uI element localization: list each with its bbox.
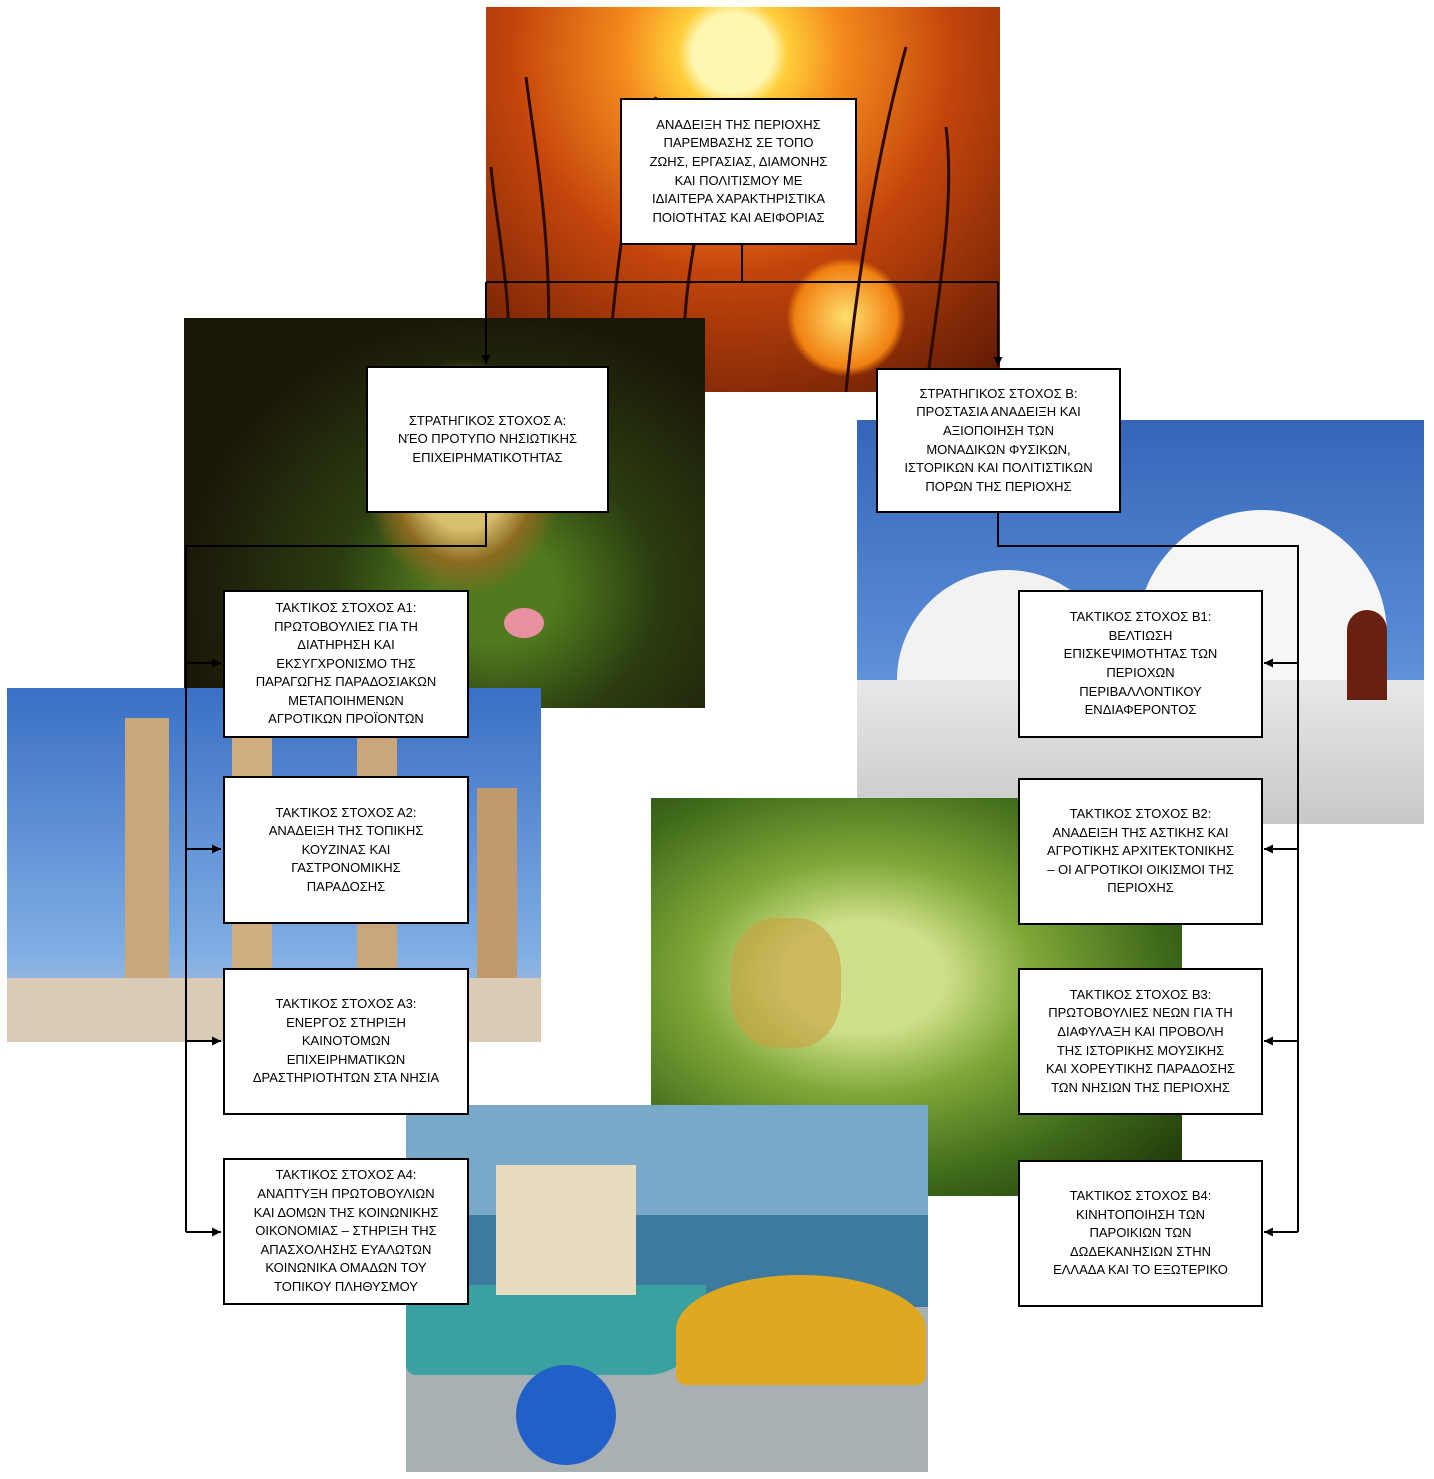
box-text-line: ΣΤΡΑΤΗΓΙΚΟΣ ΣΤΟΧΟΣ Β: <box>919 385 1077 404</box>
box-text-line: ΤΑΚΤΙΚΟΣ ΣΤΟΧΟΣ Α4: <box>276 1166 417 1185</box>
box-text-line: ΠΡΩΤΟΒΟΥΛΙΕΣ ΝΕΩΝ ΓΙΑ ΤΗ <box>1048 1004 1233 1023</box>
box-text-line: ΤΩΝ ΝΗΣΙΩΝ ΤΗΣ ΠΕΡΙΟΧΗΣ <box>1051 1079 1230 1098</box>
goal-box: ΤΑΚΤΙΚΟΣ ΣΤΟΧΟΣ Β3:ΠΡΩΤΟΒΟΥΛΙΕΣ ΝΕΩΝ ΓΙΑ… <box>1018 968 1263 1115</box>
box-text-line: ΕΝΕΡΓΟΣ ΣΤΗΡΙΞΗ <box>286 1014 406 1033</box>
box-text-line: ΝΈΟ ΠΡΟΤΥΠΟ ΝΗΣΙΩΤΙΚΗΣ <box>398 430 577 449</box>
box-text-line: ΚΑΙ ΧΟΡΕΥΤΙΚΗΣ ΠΑΡΑΔΟΣΗΣ <box>1046 1060 1235 1079</box>
box-text-line: ΚΟΥΖΙΝΑΣ ΚΑΙ <box>302 841 391 860</box>
box-text-line: ΠΑΡΟΙΚΙΩΝ ΤΩΝ <box>1089 1224 1191 1243</box>
box-text-line: ΙΔΙΑΙΤΕΡΑ ΧΑΡΑΚΤΗΡΙΣΤΙΚΑ <box>652 190 825 209</box>
box-text-line: ΔΩΔΕΚΑΝΗΣΙΩΝ ΣΤΗΝ <box>1070 1243 1211 1262</box>
box-text-line: ΕΠΙΧΕΙΡΗΜΑΤΙΚΟΤΗΤΑΣ <box>412 449 562 468</box>
goal-box: ΤΑΚΤΙΚΟΣ ΣΤΟΧΟΣ Β2:ΑΝΑΔΕΙΞΗ ΤΗΣ ΑΣΤΙΚΗΣ … <box>1018 778 1263 925</box>
box-text-line: ΑΓΡΟΤΙΚΩΝ ΠΡΟΪΟΝΤΩΝ <box>268 710 424 729</box>
box-text-line: ΑΝΑΔΕΙΞΗ ΤΗΣ ΠΕΡΙΟΧΗΣ <box>656 116 820 135</box>
box-text-line: ΤΑΚΤΙΚΟΣ ΣΤΟΧΟΣ Α3: <box>276 995 417 1014</box>
box-text-line: ΔΡΑΣΤΗΡΙΟΤΗΤΩΝ ΣΤΑ ΝΗΣΙΑ <box>253 1069 439 1088</box>
box-text-line: ΟΙΚΟΝΟΜΙΑΣ – ΣΤΗΡΙΞΗ ΤΗΣ <box>255 1222 436 1241</box>
connector <box>486 244 998 282</box>
box-text-line: ΑΝΑΔΕΙΞΗ ΤΗΣ ΤΟΠΙΚΗΣ <box>269 822 424 841</box>
box-text-line: ΤΑΚΤΙΚΟΣ ΣΤΟΧΟΣ Β3: <box>1070 986 1212 1005</box>
box-text-line: ΑΠΑΣΧΟΛΗΣΗΣ ΕΥΑΛΩΤΩΝ <box>261 1241 432 1260</box>
box-text-line: ΔΙΑΦΥΛΑΞΗ ΚΑΙ ΠΡΟΒΟΛΗ <box>1057 1023 1223 1042</box>
box-text-line: ΜΕΤΑΠΟΙΗΜΕΝΩΝ <box>288 692 404 711</box>
box-text-line: ΕΠΙΣΚΕΨΙΜΟΤΗΤΑΣ ΤΩΝ <box>1064 645 1218 664</box>
box-text-line: ΚΑΙΝΟΤΟΜΩΝ <box>302 1032 390 1051</box>
box-text-line: ΑΝΑΔΕΙΞΗ ΤΗΣ ΑΣΤΙΚΗΣ ΚΑΙ <box>1052 824 1228 843</box>
page: ΑΝΑΔΕΙΞΗ ΤΗΣ ΠΕΡΙΟΧΗΣΠΑΡΕΜΒΑΣΗΣ ΣΕ ΤΟΠΟΖ… <box>0 0 1434 1479</box>
box-text-line: ΤΑΚΤΙΚΟΣ ΣΤΟΧΟΣ Α1: <box>276 599 417 618</box>
box-text-line: ΠΕΡΙΒΑΛΛΟΝΤΙΚΟΥ <box>1079 683 1201 702</box>
box-text-line: ΤΑΚΤΙΚΟΣ ΣΤΟΧΟΣ Β4: <box>1070 1187 1212 1206</box>
box-text-line: ΠΑΡΑΓΩΓΗΣ ΠΑΡΑΔΟΣΙΑΚΩΝ <box>256 673 437 692</box>
box-text-line: ΓΑΣΤΡΟΝΟΜΙΚΗΣ <box>291 859 400 878</box>
box-text-line: ΕΠΙΧΕΙΡΗΜΑΤΙΚΩΝ <box>287 1051 406 1070</box>
goal-box: ΤΑΚΤΙΚΟΣ ΣΤΟΧΟΣ Α4:ΑΝΑΠΤΥΞΗ ΠΡΩΤΟΒΟΥΛΙΩΝ… <box>223 1158 469 1305</box>
box-text-line: ΠΕΡΙΟΧΗΣ <box>1107 879 1174 898</box>
box-text-line: ΑΝΑΠΤΥΞΗ ΠΡΩΤΟΒΟΥΛΙΩΝ <box>257 1185 434 1204</box>
box-text-line: ΤΟΠΙΚΟΥ ΠΛΗΘΥΣΜΟΥ <box>274 1278 418 1297</box>
box-text-line: ΠΟΡΩΝ ΤΗΣ ΠΕΡΙΟΧΗΣ <box>925 478 1071 497</box>
box-text-line: ΤΗΣ ΙΣΤΟΡΙΚΗΣ ΜΟΥΣΙΚΗΣ <box>1057 1042 1224 1061</box>
box-text-line: – ΟΙ ΑΓΡΟΤΙΚΟΙ ΟΙΚΙΣΜΟΙ ΤΗΣ <box>1047 861 1234 880</box>
box-text-line: ΚΙΝΗΤΟΠΟΙΗΣΗ ΤΩΝ <box>1076 1206 1205 1225</box>
box-text-line: ΠΡΩΤΟΒΟΥΛΙΕΣ ΓΙΑ ΤΗ <box>274 618 418 637</box>
box-text-line: ΑΓΡΟΤΙΚΗΣ ΑΡΧΙΤΕΚΤΟΝΙΚΗΣ <box>1047 842 1234 861</box>
box-text-line: ΑΞΙΟΠΟΙΗΣΗ ΤΩΝ <box>943 422 1054 441</box>
goal-box: ΣΤΡΑΤΗΓΙΚΟΣ ΣΤΟΧΟΣ Β:ΠΡΟΣΤΑΣΙΑ ΑΝΑΔΕΙΞΗ … <box>876 368 1121 513</box>
box-text-line: ΚΑΙ ΔΟΜΩΝ ΤΗΣ ΚΟΙΝΩΝΙΚΗΣ <box>254 1204 439 1223</box>
box-text-line: ΕΝΔΙΑΦΕΡΟΝΤΟΣ <box>1085 701 1197 720</box>
box-text-line: ΠΡΟΣΤΑΣΙΑ ΑΝΑΔΕΙΞΗ ΚΑΙ <box>916 403 1080 422</box>
box-text-line: ΤΑΚΤΙΚΟΣ ΣΤΟΧΟΣ Β1: <box>1070 608 1212 627</box>
box-text-line: ΠΑΡΕΜΒΑΣΗΣ ΣΕ ΤΟΠΟ <box>663 134 813 153</box>
box-text-line: ΠΕΡΙΟΧΩΝ <box>1106 664 1174 683</box>
box-text-line: ΕΛΛΑΔΑ ΚΑΙ ΤΟ ΕΞΩΤΕΡΙΚΟ <box>1053 1261 1228 1280</box>
box-text-line: ΔΙΑΤΗΡΗΣΗ ΚΑΙ <box>297 636 394 655</box>
goal-box: ΣΤΡΑΤΗΓΙΚΟΣ ΣΤΟΧΟΣ Α:ΝΈΟ ΠΡΟΤΥΠΟ ΝΗΣΙΩΤΙ… <box>366 366 609 513</box>
box-text-line: ΠΑΡΑΔΟΣΗΣ <box>307 878 385 897</box>
box-text-line: ΚΟΙΝΩΝΙΚΑ ΟΜΑΔΩΝ ΤΟΥ <box>265 1259 426 1278</box>
box-text-line: ΙΣΤΟΡΙΚΩΝ ΚΑΙ ΠΟΛΙΤΙΣΤΙΚΩΝ <box>904 459 1092 478</box>
box-text-line: ΜΟΝΑΔΙΚΩΝ ΦΥΣΙΚΩΝ, <box>926 441 1070 460</box>
box-text-line: ΠΟΙΟΤΗΤΑΣ ΚΑΙ ΑΕΙΦΟΡΙΑΣ <box>652 209 824 228</box>
box-text-line: ΣΤΡΑΤΗΓΙΚΟΣ ΣΤΟΧΟΣ Α: <box>409 412 566 431</box>
box-text-line: ΚΑΙ ΠΟΛΙΤΙΣΜΟΥ ΜΕ <box>675 172 803 191</box>
box-text-line: ΒΕΛΤΙΩΣΗ <box>1109 627 1173 646</box>
box-text-line: ΤΑΚΤΙΚΟΣ ΣΤΟΧΟΣ Α2: <box>276 804 417 823</box>
box-text-line: ΤΑΚΤΙΚΟΣ ΣΤΟΧΟΣ Β2: <box>1070 805 1212 824</box>
box-text-line: ΖΩΗΣ, ΕΡΓΑΣΙΑΣ, ΔΙΑΜΟΝΗΣ <box>650 153 828 172</box>
box-text-line: ΕΚΣΥΓΧΡΟΝΙΣΜΟ ΤΗΣ <box>276 655 415 674</box>
